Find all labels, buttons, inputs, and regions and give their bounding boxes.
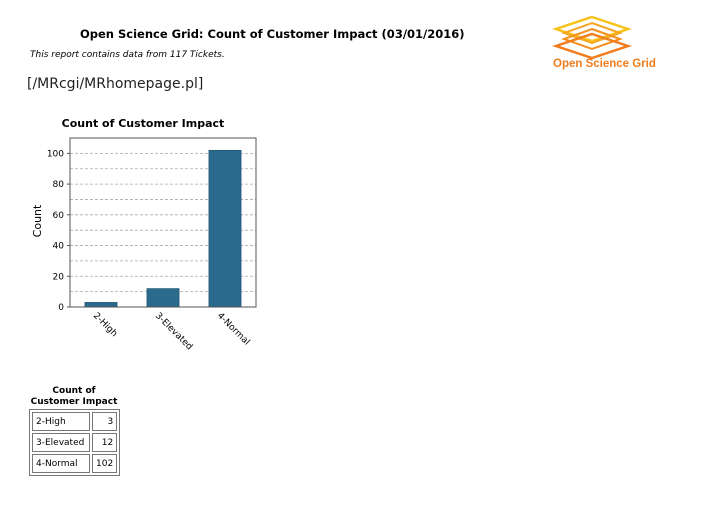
x-tick-label: 2-High — [91, 311, 119, 339]
y-tick-label: 60 — [53, 211, 65, 221]
row-label: 3-Elevated — [32, 433, 90, 452]
x-tick-label: 4-Normal — [215, 311, 251, 347]
x-tick-label: 3-Elevated — [153, 311, 194, 352]
table-row: 3-Elevated 12 — [32, 433, 118, 452]
y-tick-label: 100 — [47, 149, 64, 159]
y-tick-label: 0 — [58, 303, 64, 313]
row-value: 3 — [92, 412, 118, 431]
table-row: 2-High 3 — [32, 412, 118, 431]
homepage-link[interactable]: [/MRcgi/MRhomepage.pl] — [27, 76, 204, 92]
bar-3-elevated — [146, 288, 180, 308]
bar-chart: Count of Customer Impact Count 0 20 40 60 80… — [31, 117, 257, 352]
row-value: 102 — [92, 454, 118, 473]
chart-title: Count of Customer Impact — [62, 117, 225, 130]
report-title: Open Science Grid: Count of Customer Imp… — [80, 27, 465, 41]
bar-2-high — [84, 302, 118, 308]
row-label: 4-Normal — [32, 454, 90, 473]
y-tick-label: 40 — [53, 242, 65, 252]
summary-table-block: Count of Customer Impact 2-High 3 3-Elev… — [29, 386, 121, 476]
bar-4-normal — [208, 149, 242, 308]
y-tick-label: 80 — [53, 180, 65, 190]
logo-text: Open Science Grid — [553, 58, 656, 70]
open-science-grid-logo-icon — [552, 15, 632, 60]
summary-table: 2-High 3 3-Elevated 12 4-Normal 102 — [29, 409, 121, 476]
row-label: 2-High — [32, 412, 90, 431]
row-value: 12 — [92, 433, 118, 452]
plot-area-frame — [69, 137, 257, 308]
chart-y-axis-label: Count — [31, 204, 44, 237]
summary-caption: Count of Customer Impact — [29, 386, 119, 408]
summary-caption-line2: Customer Impact — [30, 397, 118, 407]
report-note: This report contains data from 117 Ticke… — [30, 50, 225, 60]
table-row: 4-Normal 102 — [32, 454, 118, 473]
y-tick-label: 20 — [53, 272, 65, 282]
summary-caption-line1: Count of — [52, 386, 96, 396]
